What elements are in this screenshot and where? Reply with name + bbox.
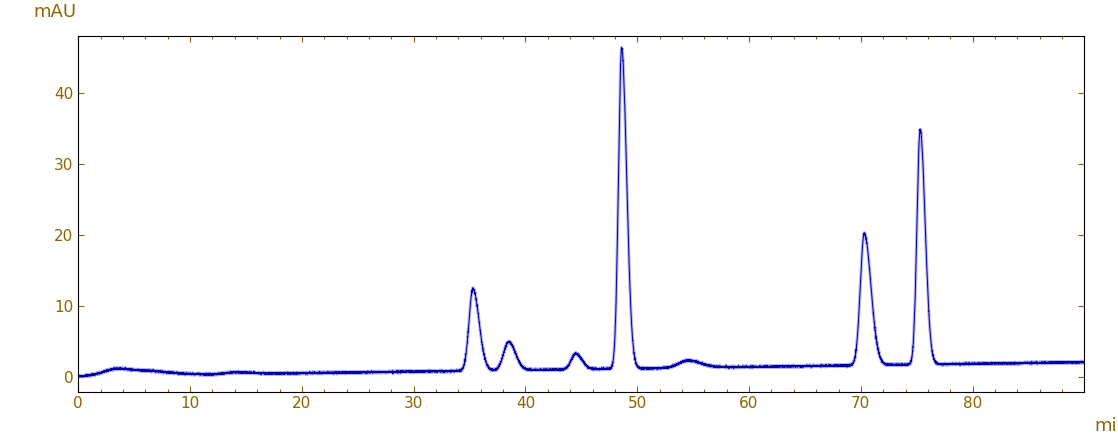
- Text: mAU: mAU: [34, 4, 76, 21]
- Text: min: min: [1095, 417, 1118, 434]
